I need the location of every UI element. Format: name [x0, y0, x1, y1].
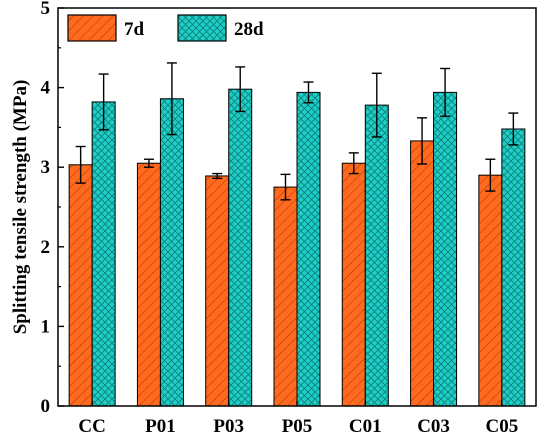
error-bar-7d-P01: [143, 158, 154, 168]
error-bar-28d-CC: [98, 73, 109, 131]
error-bar-28d-C05: [508, 112, 519, 146]
bar-28d-P01: [159, 98, 184, 407]
legend-swatch-7d: [67, 14, 117, 42]
y-tick-label-5: 5: [41, 0, 51, 19]
error-bar-7d-P05: [280, 173, 291, 201]
x-tick-label-P01: P01: [145, 416, 176, 437]
bar-28d-C03: [433, 91, 458, 407]
legend-swatch-28d: [177, 14, 227, 42]
error-bar-7d-C05: [485, 158, 496, 192]
x-tick-label-C01: C01: [349, 416, 382, 437]
legend-label-7d: 7d: [124, 19, 145, 40]
y-tick-label-0: 0: [41, 396, 51, 417]
legend: 7d 28d: [67, 14, 264, 42]
bar-28d-C01: [364, 104, 389, 407]
bar-7d-CC: [68, 164, 93, 407]
bar-28d-P03: [228, 88, 253, 407]
y-tick-label-4: 4: [41, 78, 51, 99]
bar-28d-P05: [296, 91, 321, 407]
error-bars-layer: [75, 62, 519, 201]
bar-7d-P01: [136, 162, 161, 407]
legend-label-28d: 28d: [234, 19, 264, 40]
y-axis-ticks: 0 1 2 3 4 5: [41, 0, 64, 417]
error-bar-28d-P05: [303, 81, 314, 104]
error-bar-7d-P03: [212, 172, 223, 180]
error-bar-7d-C01: [348, 152, 359, 175]
error-bar-28d-P03: [235, 66, 246, 113]
bar-28d-CC: [91, 101, 116, 407]
error-bar-7d-CC: [75, 145, 86, 184]
x-tick-label-C03: C03: [417, 416, 450, 437]
x-tick-label-P05: P05: [282, 416, 313, 437]
y-tick-label-3: 3: [41, 157, 51, 178]
x-tick-label-C05: C05: [485, 416, 518, 437]
error-bar-28d-C03: [440, 67, 451, 117]
bar-7d-C01: [341, 162, 366, 407]
y-tick-label-2: 2: [41, 237, 51, 258]
x-tick-label-CC: CC: [78, 416, 105, 437]
error-bar-28d-C01: [371, 72, 382, 138]
error-bar-28d-P01: [166, 62, 177, 136]
bar-28d-C05: [501, 128, 526, 407]
bar-7d-C05: [478, 174, 503, 407]
bar-7d-C03: [410, 140, 435, 407]
bars-layer: [68, 88, 526, 407]
bar-7d-P05: [273, 186, 298, 407]
x-tick-label-P03: P03: [213, 416, 244, 437]
y-tick-label-1: 1: [41, 316, 51, 337]
bar-7d-P03: [205, 175, 230, 407]
error-bar-7d-C03: [417, 117, 428, 165]
x-axis-ticks: CC P01 P03 P05 C01 C03 C05: [78, 401, 518, 437]
y-axis-label: Splitting tensile strength (MPa): [10, 80, 31, 335]
